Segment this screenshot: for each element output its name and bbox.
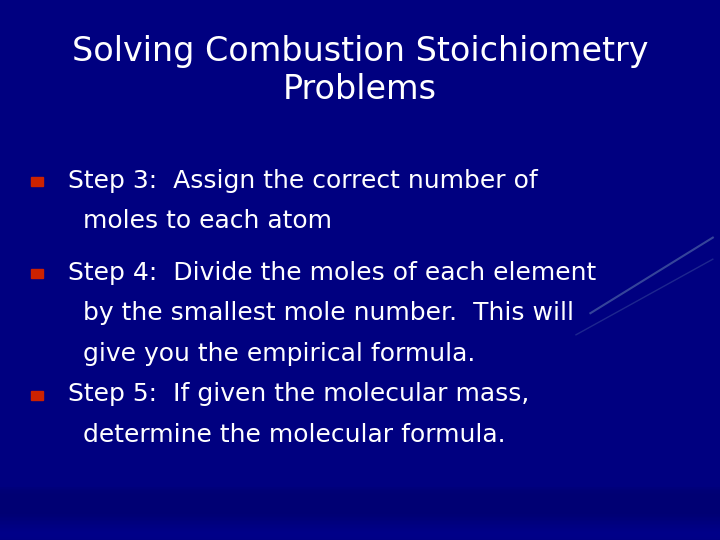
Bar: [0, 503, 720, 530]
Bar: [0, 489, 720, 516]
Text: Step 5:  If given the molecular mass,: Step 5: If given the molecular mass,: [68, 382, 530, 406]
Bar: [0, 513, 720, 540]
Text: Problems: Problems: [283, 73, 437, 106]
Bar: [0, 507, 720, 534]
Text: Solving Combustion Stoichiometry: Solving Combustion Stoichiometry: [72, 35, 648, 68]
FancyBboxPatch shape: [31, 178, 42, 186]
Text: Step 4:  Divide the moles of each element: Step 4: Divide the moles of each element: [68, 261, 597, 285]
Bar: [0, 492, 720, 519]
Bar: [0, 497, 720, 524]
Bar: [0, 490, 720, 517]
Bar: [0, 496, 720, 523]
Bar: [0, 512, 720, 539]
Bar: [0, 491, 720, 518]
Bar: [0, 500, 720, 526]
Text: moles to each atom: moles to each atom: [83, 210, 332, 233]
Text: by the smallest mole number.  This will: by the smallest mole number. This will: [83, 301, 574, 325]
Text: give you the empirical formula.: give you the empirical formula.: [83, 342, 475, 366]
Bar: [0, 510, 720, 537]
Bar: [0, 508, 720, 535]
Bar: [0, 505, 720, 532]
FancyBboxPatch shape: [31, 391, 42, 400]
Bar: [0, 494, 720, 521]
Text: Step 3:  Assign the correct number of: Step 3: Assign the correct number of: [68, 169, 538, 193]
Bar: [0, 509, 720, 536]
Text: determine the molecular formula.: determine the molecular formula.: [83, 423, 505, 447]
Bar: [0, 501, 720, 528]
FancyBboxPatch shape: [31, 269, 42, 278]
Bar: [0, 498, 720, 525]
Bar: [0, 502, 720, 529]
Bar: [0, 487, 720, 514]
